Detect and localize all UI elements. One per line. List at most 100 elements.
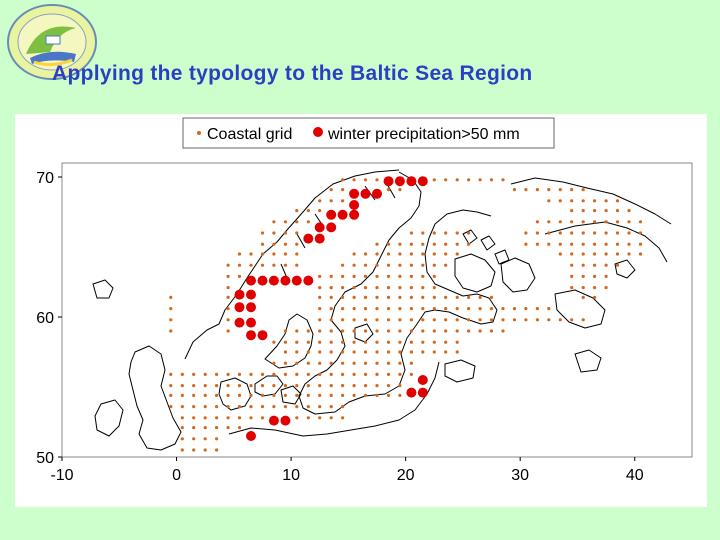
coastal-grid-point [386,286,391,290]
coastal-grid-point [283,252,287,256]
coastal-grid-point [215,426,219,430]
coastal-grid-point [363,295,368,299]
coastal-grid-point [363,393,368,397]
coastal-grid-point [593,242,597,246]
coastal-grid-point [478,318,482,322]
coastal-grid-point [169,405,173,409]
coastal-grid-point [398,393,402,397]
coastal-grid-point [615,199,620,203]
coastal-grid-point [455,340,459,344]
coastal-grid-point [455,329,459,333]
coastal-grid-point [455,231,459,235]
baltic-coastal-typology-chart: Coastal grid winter precipitation>50 mm [36,117,693,484]
coastal-grid-point [375,318,379,322]
coastal-grid-point [363,318,368,322]
coastal-grid-point [432,242,436,246]
legend-coastal-grid-marker [197,131,201,135]
coastal-grid-point [215,384,219,388]
coastal-grid-point [203,448,207,452]
coastal-grid-layer [169,178,643,452]
coastal-grid-point [363,340,368,344]
coastal-grid-point [455,295,459,299]
precipitation-point [246,317,256,328]
coastal-grid-point [421,274,425,278]
coastal-grid-point [467,307,471,311]
coastal-grid-point [581,263,585,267]
coastal-grid-point [467,295,471,299]
coastal-grid-point [283,350,287,354]
coastal-grid-point [306,384,310,388]
coastal-grid-point [570,252,574,256]
coastal-grid-point [295,361,299,365]
coastal-grid-point [295,340,299,344]
coastal-grid-point [398,372,402,376]
coastal-grid-point [272,393,276,397]
coastal-grid-point [306,340,310,344]
coastal-grid-point [432,318,436,322]
coastal-grid-point [581,220,585,224]
coastal-grid-point [489,307,494,311]
coastal-grid-point [398,361,402,365]
coastal-grid-point [638,231,643,235]
coastal-grid-point [398,318,402,322]
precipitation-point [337,209,348,220]
coastal-grid-point [558,252,562,256]
coastal-grid-point [306,329,310,333]
coastal-grid-point [444,178,448,182]
coastal-grid-point [627,220,631,224]
coastal-grid-point [283,372,287,376]
coastal-grid-point [249,405,253,409]
coastal-grid-point [386,263,391,267]
coastal-grid-point [226,274,230,278]
coastal-grid-point [638,252,643,256]
precipitation-point [349,209,360,220]
coastal-grid-point [386,242,391,246]
coastal-grid-point [604,252,608,256]
coastal-grid-point [249,252,253,256]
precipitation-point [268,415,279,426]
coastal-grid-point [226,295,230,299]
coastal-grid-point [570,242,574,246]
coastal-grid-point [352,263,356,267]
coastal-grid-point [180,384,184,388]
coastal-grid-point [581,209,585,213]
coastal-grid-point [192,426,196,430]
x-tick-label: 10 [282,467,300,484]
legend-precip-marker [313,127,323,137]
x-tick-label: 40 [626,467,644,484]
coastal-grid-point [432,252,436,256]
coastal-grid-point [226,405,230,409]
coastal-grid-point [329,393,333,397]
coastal-grid-point [593,199,597,203]
coastal-grid-point [363,361,368,365]
chart-panel: Coastal grid winter precipitation>50 mm [15,114,707,507]
coastal-grid-point [352,340,356,344]
coastal-grid-point [547,188,551,192]
coastal-grid-point [558,188,562,192]
coastal-grid-point [421,307,425,311]
coastal-grid-point [581,274,585,278]
coastal-grid-point [421,340,425,344]
coastal-grid-point [329,372,333,376]
precipitation-point [280,415,291,426]
coastal-grid-point [398,295,402,299]
coastal-grid-point [570,188,574,192]
coastal-grid-point [341,350,345,354]
coastal-grid-point [260,372,265,376]
coastal-grid-point [581,295,585,299]
precipitation-point [246,431,256,441]
coastal-grid-point [512,307,517,311]
coastal-grid-point [375,295,379,299]
coastal-grid-point [203,437,207,441]
coastal-grid-point [386,188,391,192]
coastal-grid-point [329,416,333,420]
coastal-grid-point [341,372,345,376]
coastal-grid-point [341,295,345,299]
coastal-grid-point [547,307,551,311]
coastal-grid-point [386,295,391,299]
coastal-grid-point [375,340,379,344]
coastal-grid-point [329,286,333,290]
coastal-grid-point [341,318,345,322]
coastal-grid-point [283,220,287,224]
coastal-grid-point [352,393,356,397]
